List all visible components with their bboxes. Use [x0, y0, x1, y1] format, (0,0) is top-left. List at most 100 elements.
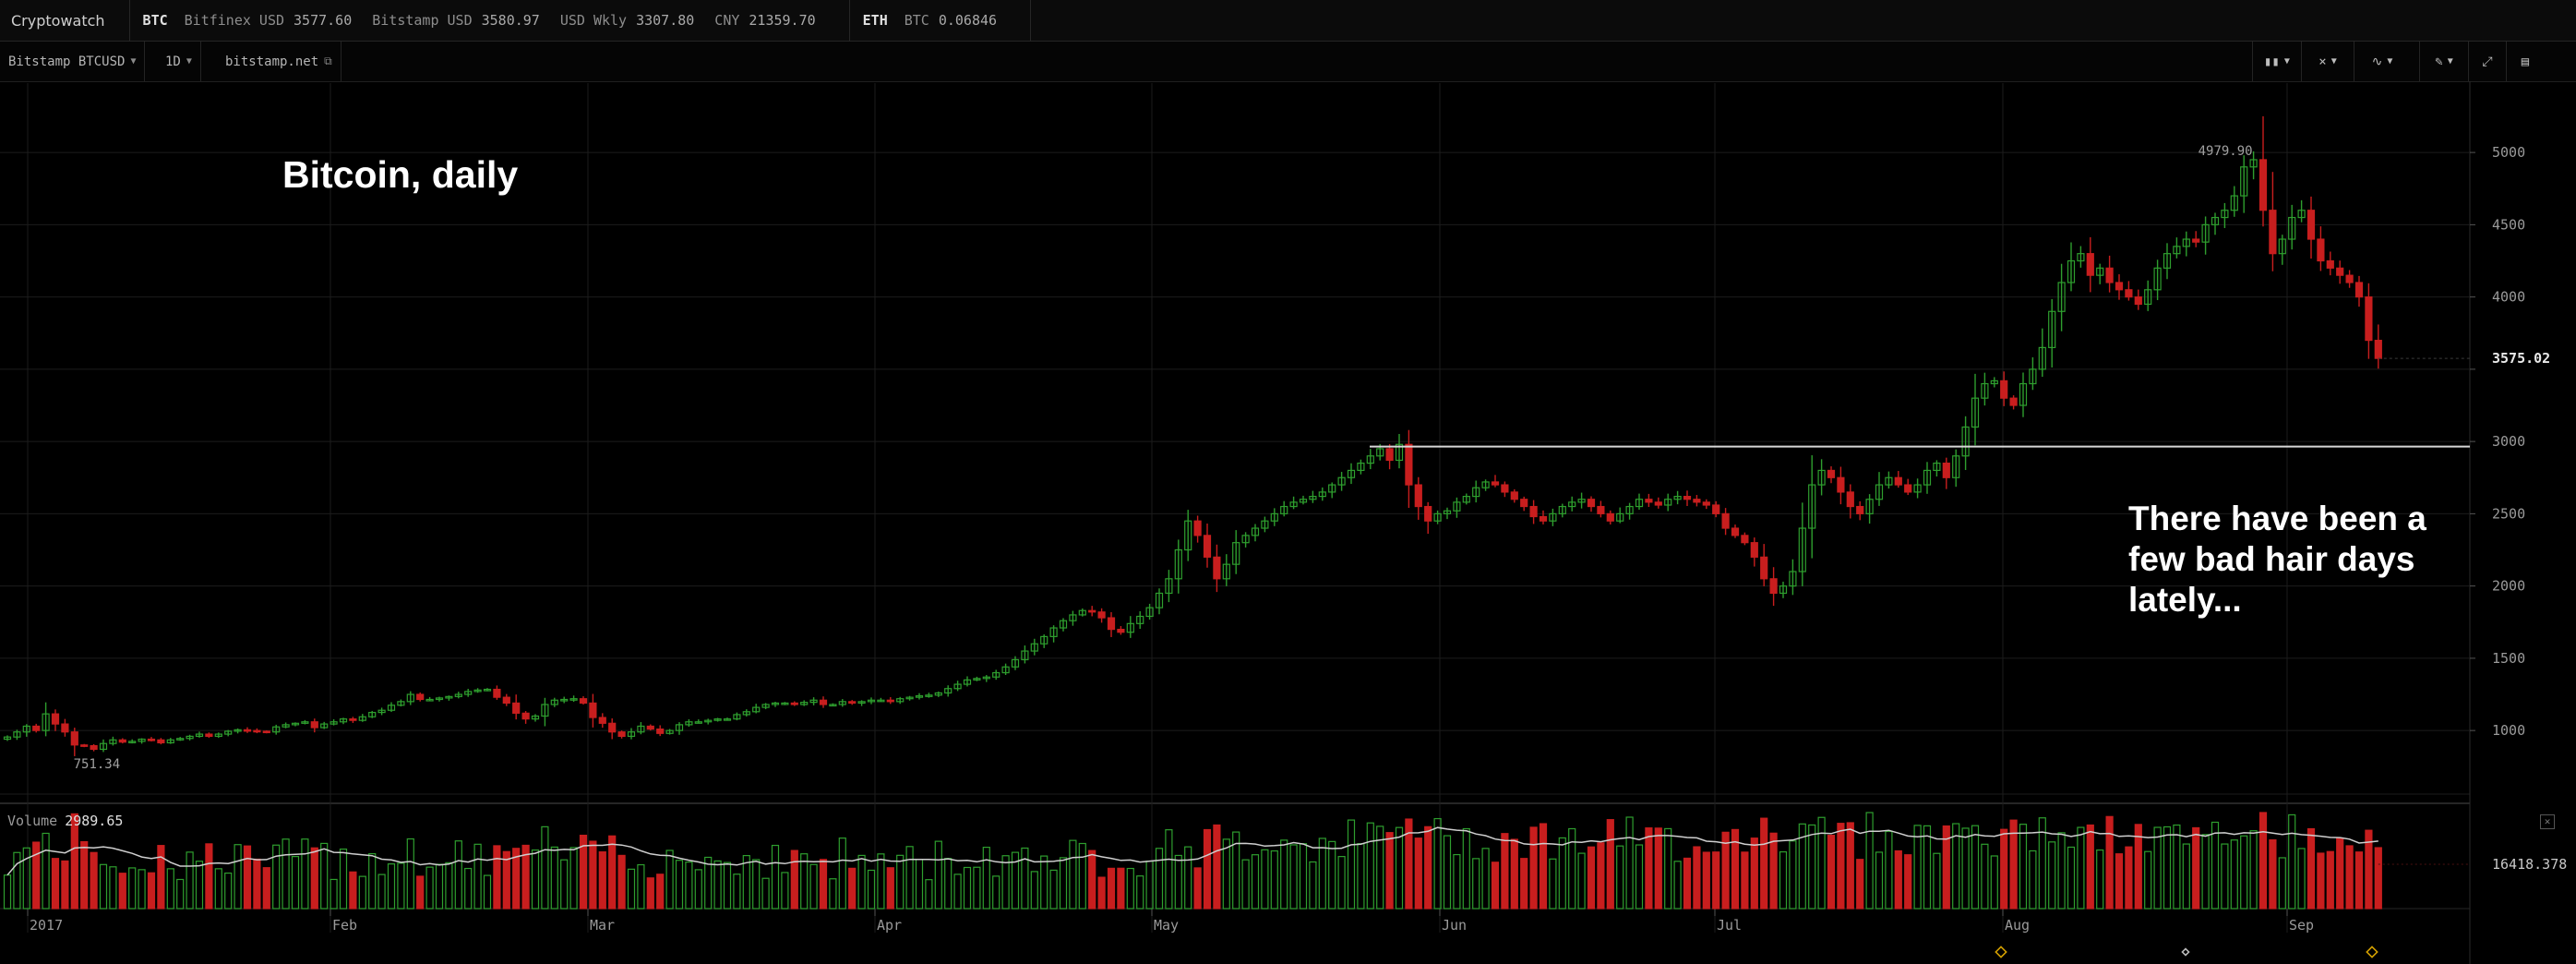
candle-body — [1510, 491, 1518, 500]
candle-body — [1712, 504, 1720, 514]
volume-bar — [1107, 867, 1116, 910]
candle-body — [829, 704, 837, 707]
volume-bar — [1539, 823, 1548, 910]
candle-body — [397, 701, 405, 706]
candle-body — [1414, 484, 1422, 508]
chart-image-icon: ▤ — [2521, 54, 2530, 69]
candle-body — [1251, 527, 1260, 536]
candle-body — [2221, 210, 2229, 219]
interval-selector[interactable]: 1D ▼ — [157, 42, 201, 81]
candle-body — [1875, 484, 1884, 500]
candle-body — [713, 718, 722, 721]
candle-body — [1721, 512, 1730, 529]
volume-bar — [454, 840, 462, 910]
candle-body — [982, 676, 990, 680]
volume-bar — [2374, 847, 2382, 910]
btc-ticker-group[interactable]: BTC Bitfinex USD 3577.60 Bitstamp USD 35… — [130, 0, 850, 41]
market-selector[interactable]: Bitstamp BTCUSD ▼ — [0, 42, 146, 81]
ticker-label: CNY — [714, 12, 740, 29]
volume-bar — [646, 877, 654, 910]
volume-bar — [2230, 839, 2238, 910]
volume-bar — [234, 844, 242, 910]
app-logo[interactable]: Cryptowatch — [0, 0, 130, 41]
chart-overlay: 1000 1500 2000 2500 3000 4000 4500 5000 2017 Feb M… — [30, 144, 2567, 958]
volume-bar — [406, 837, 414, 910]
fullscreen-button[interactable]: ⤢ — [2468, 42, 2506, 81]
candle-body — [934, 692, 942, 696]
volume-bar — [1366, 822, 1374, 910]
volume-bar — [224, 872, 233, 910]
chart-type-button[interactable]: ▮▮ ▼ — [2252, 42, 2301, 81]
volume-bar — [1088, 850, 1096, 910]
compare-button[interactable]: ∿ ▼ — [2354, 42, 2410, 81]
candle-body — [790, 702, 798, 705]
drawing-tools-button[interactable]: ✎ ▼ — [2419, 42, 2468, 81]
volume-bar — [1501, 833, 1509, 910]
event-marker-icon — [2366, 946, 2378, 958]
candle-body — [608, 722, 617, 733]
volume-bar — [282, 838, 290, 910]
volume-bar — [387, 863, 396, 910]
candle-body — [2374, 339, 2382, 359]
volume-bar — [2125, 846, 2133, 910]
candle-body — [406, 693, 414, 703]
volume-bar — [2029, 850, 2037, 910]
volume-bar — [1232, 831, 1240, 910]
volume-bar — [2211, 821, 2220, 910]
volume-bar — [1808, 824, 1816, 910]
volume-bar — [502, 850, 510, 910]
close-volume-panel-button[interactable]: ✕ — [2540, 814, 2555, 829]
price-tick-label: 2000 — [2492, 578, 2525, 595]
volume-bar — [1952, 823, 1960, 910]
candle-body — [1337, 476, 1346, 486]
volume-moving-average — [6, 826, 2378, 876]
candle-body — [781, 702, 789, 705]
volume-bar — [272, 844, 281, 910]
candle-body — [1021, 650, 1029, 661]
candle-body — [186, 735, 194, 740]
candle-body — [2153, 267, 2162, 291]
eth-ticker-group[interactable]: ETH BTC 0.06846 — [850, 0, 1032, 41]
candle-body — [2086, 253, 2094, 276]
exchange-link[interactable]: bitstamp.net ⧉ — [217, 42, 341, 81]
candle-body — [2163, 253, 2172, 269]
ticker-symbol[interactable]: BTC — [142, 12, 168, 29]
candle-body — [1741, 535, 1749, 544]
volume-bar — [445, 862, 453, 910]
volume-bar — [1654, 827, 1662, 910]
volume-bar — [848, 867, 857, 910]
event-marker-icon — [1995, 946, 2007, 958]
screenshot-button[interactable]: ▤ — [2506, 42, 2544, 81]
candle-body — [2249, 159, 2258, 168]
candle-body — [1289, 501, 1298, 508]
candle-body — [569, 698, 578, 701]
volume-bar — [2326, 850, 2334, 910]
volume-bar — [2345, 845, 2354, 910]
candle-body — [1241, 535, 1250, 544]
volume-bar — [138, 869, 146, 910]
volume-bar — [992, 875, 1000, 910]
volume-bar — [608, 835, 617, 910]
candle-body — [1904, 484, 1912, 493]
candle-body — [1645, 499, 1653, 503]
volume-bar — [521, 844, 530, 910]
volume-bar — [2269, 839, 2277, 910]
candle-body — [32, 725, 41, 731]
candle-body — [195, 733, 204, 737]
candle-body — [1789, 571, 1797, 587]
indicators-button[interactable]: ⨯ ▼ — [2301, 42, 2354, 81]
chart-toolbar: Bitstamp BTCUSD ▼ 1D ▼ bitstamp.net ⧉ ▮▮… — [0, 42, 2576, 82]
candle-body — [3, 736, 12, 741]
volume-value: 2989.65 — [65, 813, 124, 829]
candle-body — [473, 689, 482, 693]
volume-bar — [867, 869, 876, 910]
ticker-symbol[interactable]: ETH — [862, 12, 888, 29]
candle-body — [358, 716, 366, 721]
volume-bar — [1251, 854, 1260, 910]
candle-body — [2134, 296, 2142, 306]
volume-bar — [512, 848, 521, 910]
candle-body — [51, 713, 60, 725]
candle-body — [291, 722, 300, 726]
candle-body — [1625, 505, 1634, 514]
